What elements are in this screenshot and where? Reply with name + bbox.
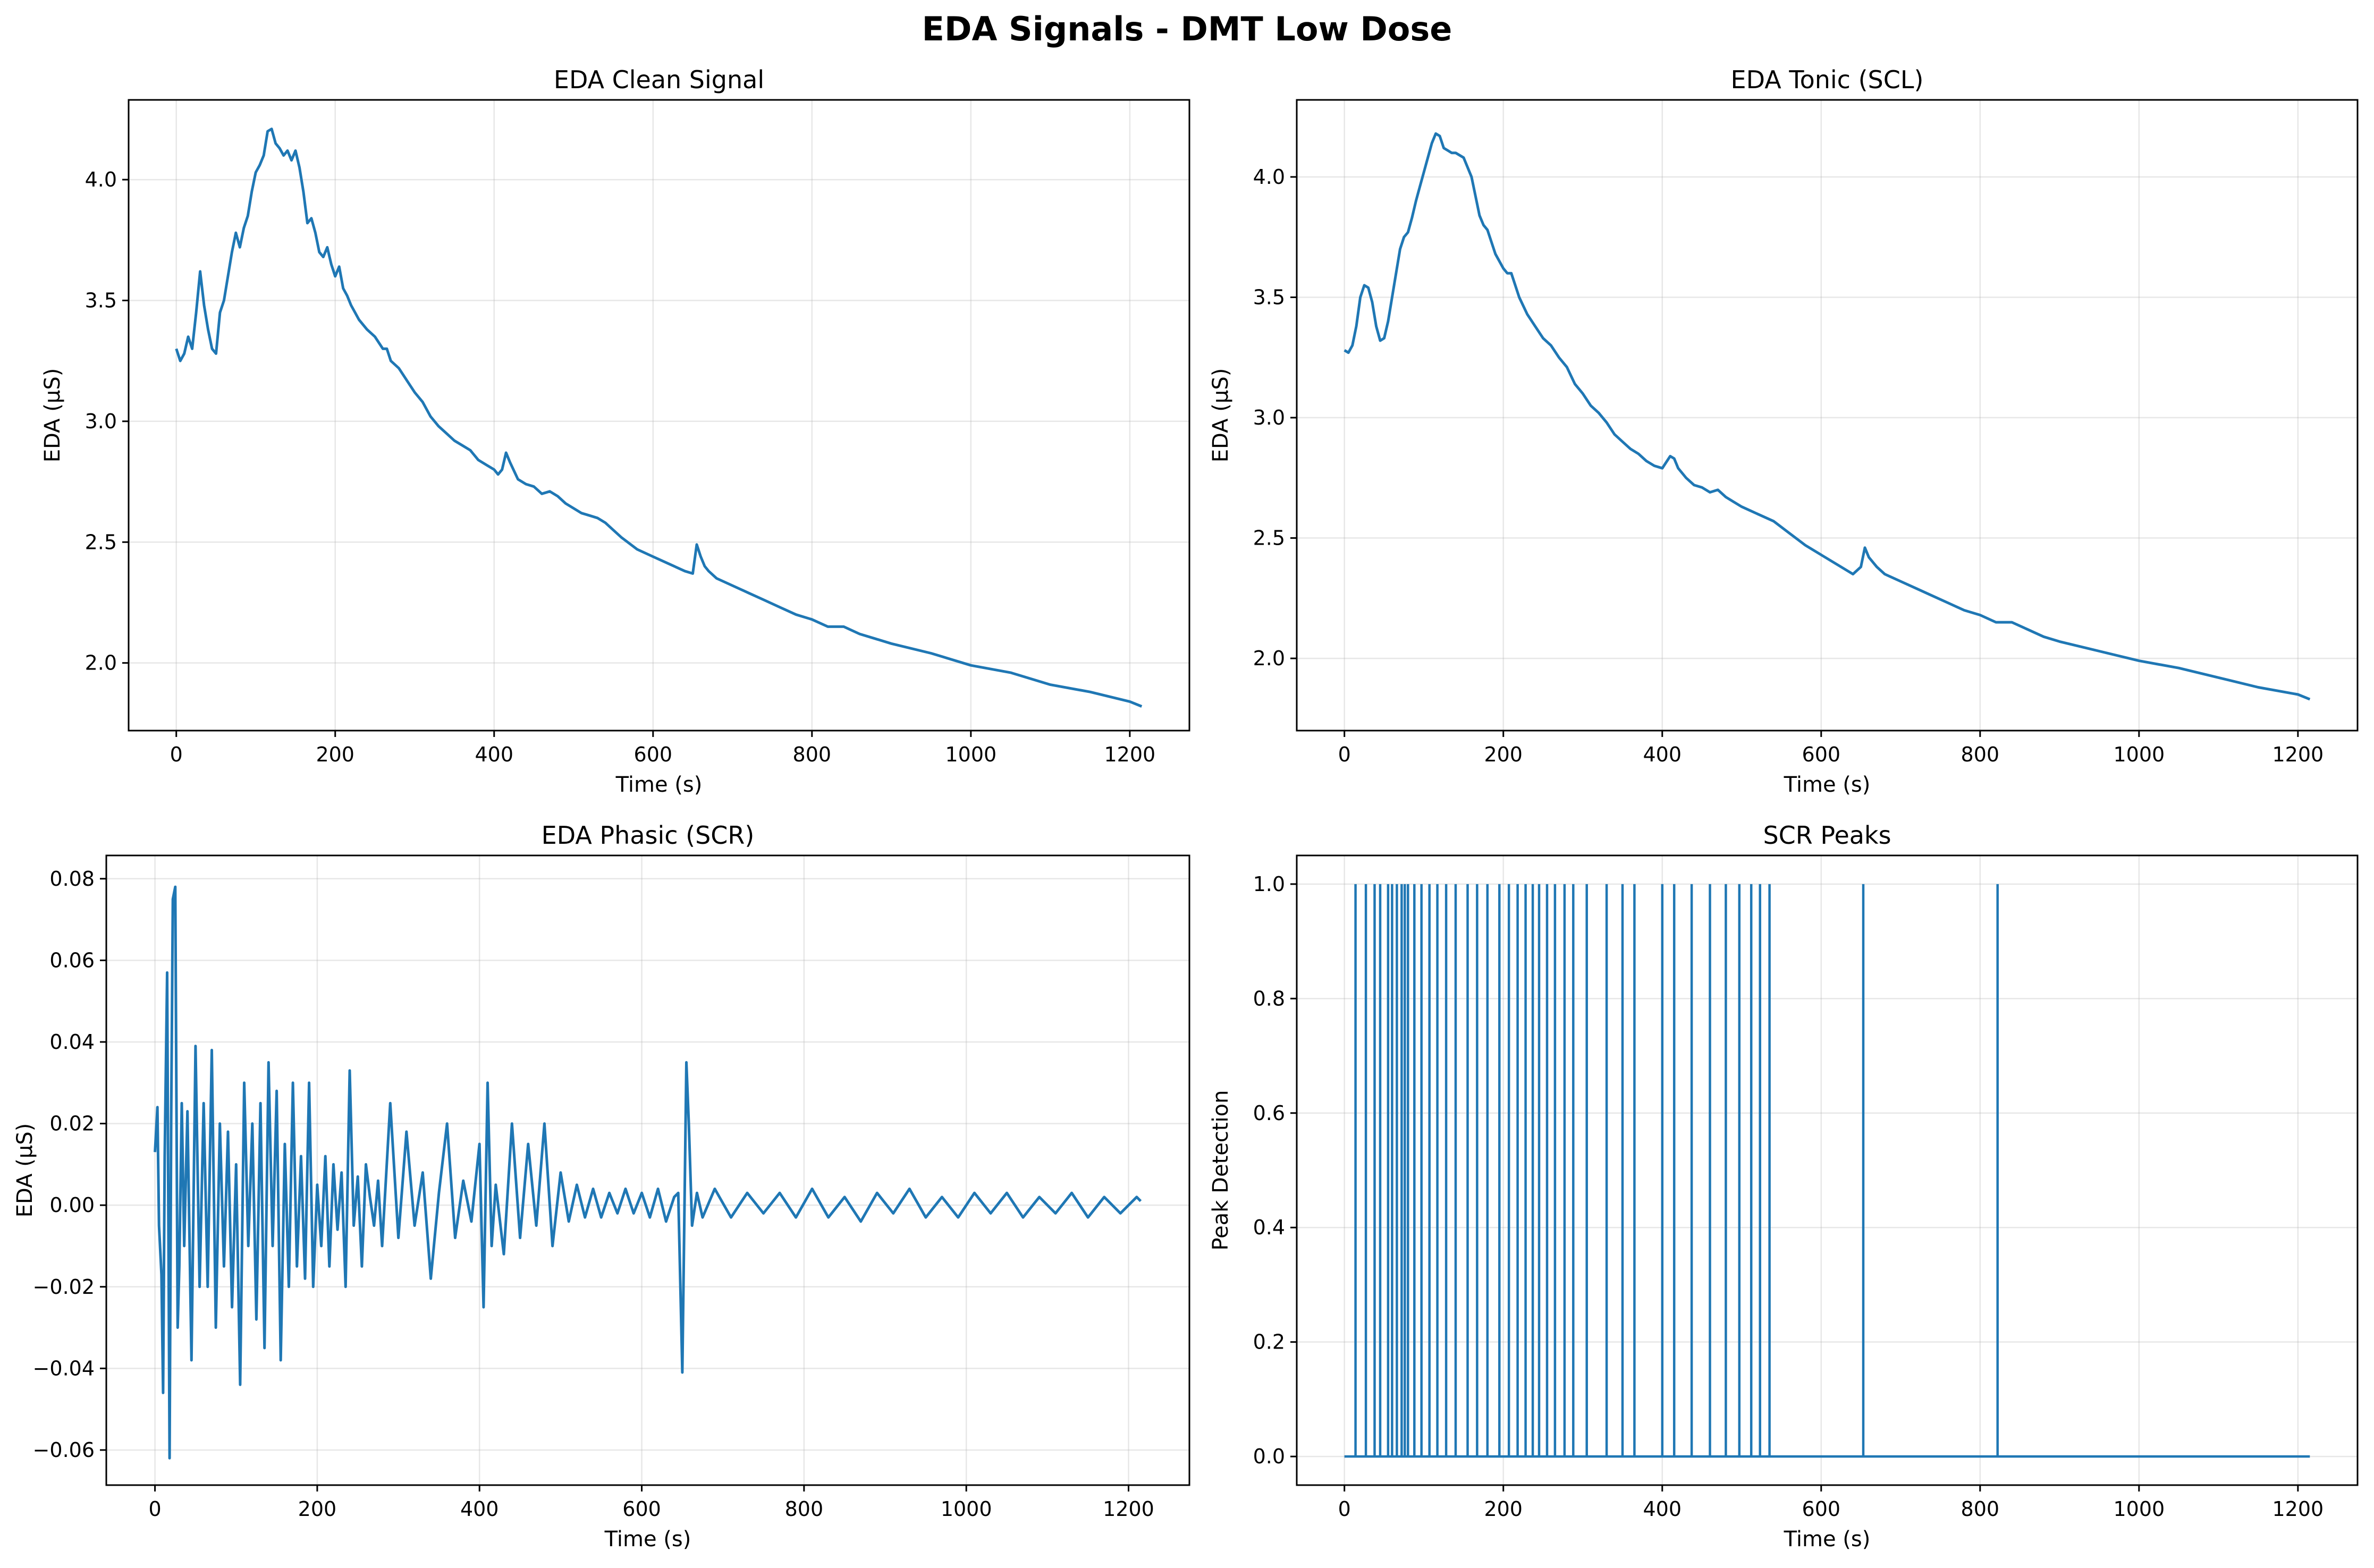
plot-frame — [1296, 99, 2359, 732]
y-tick-label: −0.04 — [33, 1357, 95, 1380]
panel-title: SCR Peaks — [1763, 821, 1891, 850]
y-tick-label: 3.0 — [1253, 406, 1285, 429]
peak-series-line — [1344, 884, 2310, 1458]
plot-frame — [105, 854, 1190, 1486]
y-tick-label: 4.0 — [1253, 165, 1285, 189]
x-tick-label: 0 — [1338, 1497, 1351, 1521]
y-tick-label: 0.00 — [49, 1193, 95, 1217]
panel-title: EDA Clean Signal — [554, 65, 764, 94]
y-tick-label: 3.5 — [1253, 286, 1285, 309]
y-tick-label: 0.04 — [49, 1030, 95, 1054]
x-tick-label: 800 — [1961, 1497, 2000, 1521]
y-tick-label: 0.0 — [1253, 1445, 1285, 1468]
x-tick-label: 1200 — [2272, 1497, 2324, 1521]
x-tick-label: 200 — [1484, 743, 1523, 766]
plot-frame — [128, 99, 1190, 732]
y-tick-label: 0.8 — [1253, 987, 1285, 1010]
x-tick-label: 1000 — [2113, 1497, 2165, 1521]
x-tick-label: 0 — [170, 743, 183, 766]
plot-frame — [1296, 854, 2359, 1486]
x-tick-label: 1200 — [1104, 743, 1156, 766]
series-line — [154, 885, 1142, 1460]
x-tick-label: 1000 — [2113, 743, 2165, 766]
y-tick-label: 3.5 — [85, 289, 117, 312]
y-tick-label: 3.0 — [85, 410, 117, 433]
y-tick-label: 2.0 — [85, 651, 117, 675]
y-tick-label: 2.5 — [1253, 527, 1285, 550]
x-tick-label: 1000 — [945, 743, 996, 766]
x-axis-label: Time (s) — [1784, 773, 1871, 797]
series-line — [1344, 132, 2311, 701]
y-tick-label: 2.5 — [85, 530, 117, 554]
y-tick-label: 0.06 — [49, 948, 95, 972]
y-tick-label: 0.6 — [1253, 1101, 1285, 1125]
y-tick-label: 0.08 — [49, 867, 95, 891]
y-tick-label: −0.06 — [33, 1438, 95, 1462]
x-tick-label: 1200 — [1103, 1497, 1154, 1521]
x-axis-label: Time (s) — [1784, 1527, 1871, 1552]
x-tick-label: 1000 — [941, 1497, 992, 1521]
x-tick-label: 200 — [316, 743, 354, 766]
x-tick-label: 0 — [149, 1497, 162, 1521]
y-tick-label: 0.4 — [1253, 1216, 1285, 1239]
x-tick-label: 0 — [1338, 743, 1351, 766]
x-tick-label: 800 — [1961, 743, 2000, 766]
x-tick-label: 600 — [1802, 1497, 1841, 1521]
x-tick-label: 800 — [793, 743, 832, 766]
x-axis-label: Time (s) — [604, 1527, 691, 1552]
x-axis-label: Time (s) — [615, 773, 703, 797]
x-tick-label: 400 — [460, 1497, 499, 1521]
y-tick-label: −0.02 — [33, 1275, 95, 1299]
y-axis-label: EDA (µS) — [1209, 368, 1233, 463]
y-tick-label: 2.0 — [1253, 647, 1285, 670]
y-tick-label: 4.0 — [85, 168, 117, 191]
x-tick-label: 1200 — [2272, 743, 2324, 766]
y-axis-label: Peak Detection — [1209, 1090, 1233, 1250]
series-line — [175, 128, 1143, 708]
x-tick-label: 600 — [1802, 743, 1841, 766]
x-tick-label: 800 — [785, 1497, 824, 1521]
x-tick-label: 400 — [475, 743, 513, 766]
x-tick-label: 200 — [1484, 1497, 1523, 1521]
x-tick-label: 600 — [634, 743, 673, 766]
x-tick-label: 400 — [1643, 1497, 1682, 1521]
panel-title: EDA Tonic (SCL) — [1731, 65, 1924, 94]
x-tick-label: 400 — [1643, 743, 1682, 766]
figure-title: EDA Signals - DMT Low Dose — [922, 10, 1452, 48]
y-axis-label: EDA (µS) — [40, 368, 65, 463]
y-axis-label: EDA (µS) — [13, 1123, 37, 1218]
y-tick-label: 0.2 — [1253, 1330, 1285, 1354]
panel-title: EDA Phasic (SCR) — [542, 821, 755, 850]
y-tick-label: 0.02 — [49, 1112, 95, 1135]
x-tick-label: 600 — [622, 1497, 661, 1521]
y-tick-label: 1.0 — [1253, 872, 1285, 896]
x-tick-label: 200 — [298, 1497, 337, 1521]
